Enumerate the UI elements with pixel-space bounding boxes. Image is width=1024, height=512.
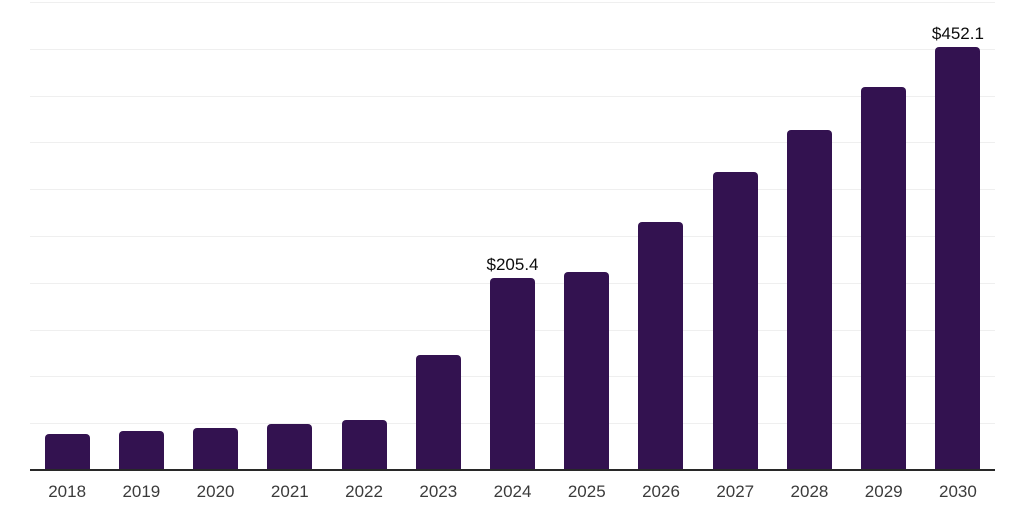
x-tick-label-2023: 2023 [419,482,458,501]
bar-2027 [712,172,758,470]
bar-group-2027 [698,0,772,470]
gridline-250 [30,236,995,237]
gridline-350 [30,142,995,144]
bar-group-2023 [401,0,475,470]
plot-area: $205.4 $452.1 [30,0,995,470]
bar-group-2026 [624,0,698,470]
bar-2028 [786,129,832,470]
x-tick-label-2018: 2018 [48,482,87,501]
x-axis-line [30,469,995,471]
bar-group-2021 [253,0,327,470]
x-axis-labels: 2018 2019 2020 2021 2022 2023 2024 2025 2026 2027… [30,482,995,502]
bar-2019 [118,430,164,470]
x-tick-label-2029: 2029 [864,482,903,501]
bar-value-label-2030: $452.1 [931,23,984,43]
bar-2023 [415,354,461,470]
x-tick-label-2022: 2022 [345,482,383,501]
bar-group-2018 [30,0,104,470]
bar-2025 [564,271,610,470]
bar-2021 [267,423,313,470]
bar-group-2022 [327,0,401,470]
x-tick-label-2025: 2025 [567,482,606,501]
x-tick-label-2028: 2028 [790,482,829,501]
bar-2030 [935,46,981,470]
bar-group-2030: $452.1 [921,0,995,470]
x-tick-label-2024: 2024 [493,482,532,501]
gridline-450 [30,48,995,50]
x-tick-label-2021: 2021 [270,482,309,501]
bar-2018 [44,433,90,470]
gridline-300 [30,189,995,191]
bar-group-2020 [178,0,252,470]
bar-2020 [193,427,239,470]
bar-group-2029 [847,0,921,470]
bar-2029 [861,87,907,470]
bar-group-2019 [104,0,178,470]
gridline-500 [30,2,995,3]
bar-group-2025 [550,0,624,470]
bar-2022 [341,420,387,470]
bar-2026 [638,222,684,470]
bar-2024 [490,277,536,470]
bar-group-2024: $205.4 [475,0,549,470]
x-tick-label-2027: 2027 [716,482,755,501]
x-tick-label-2030: 2030 [939,482,977,501]
bar-group-2028 [772,0,846,470]
bar-value-label-2024: $205.4 [486,254,539,274]
x-tick-label-2020: 2020 [196,482,235,501]
gridline-400 [30,95,995,97]
x-tick-label-2026: 2026 [642,482,680,501]
x-tick-label-2019: 2019 [122,482,161,501]
